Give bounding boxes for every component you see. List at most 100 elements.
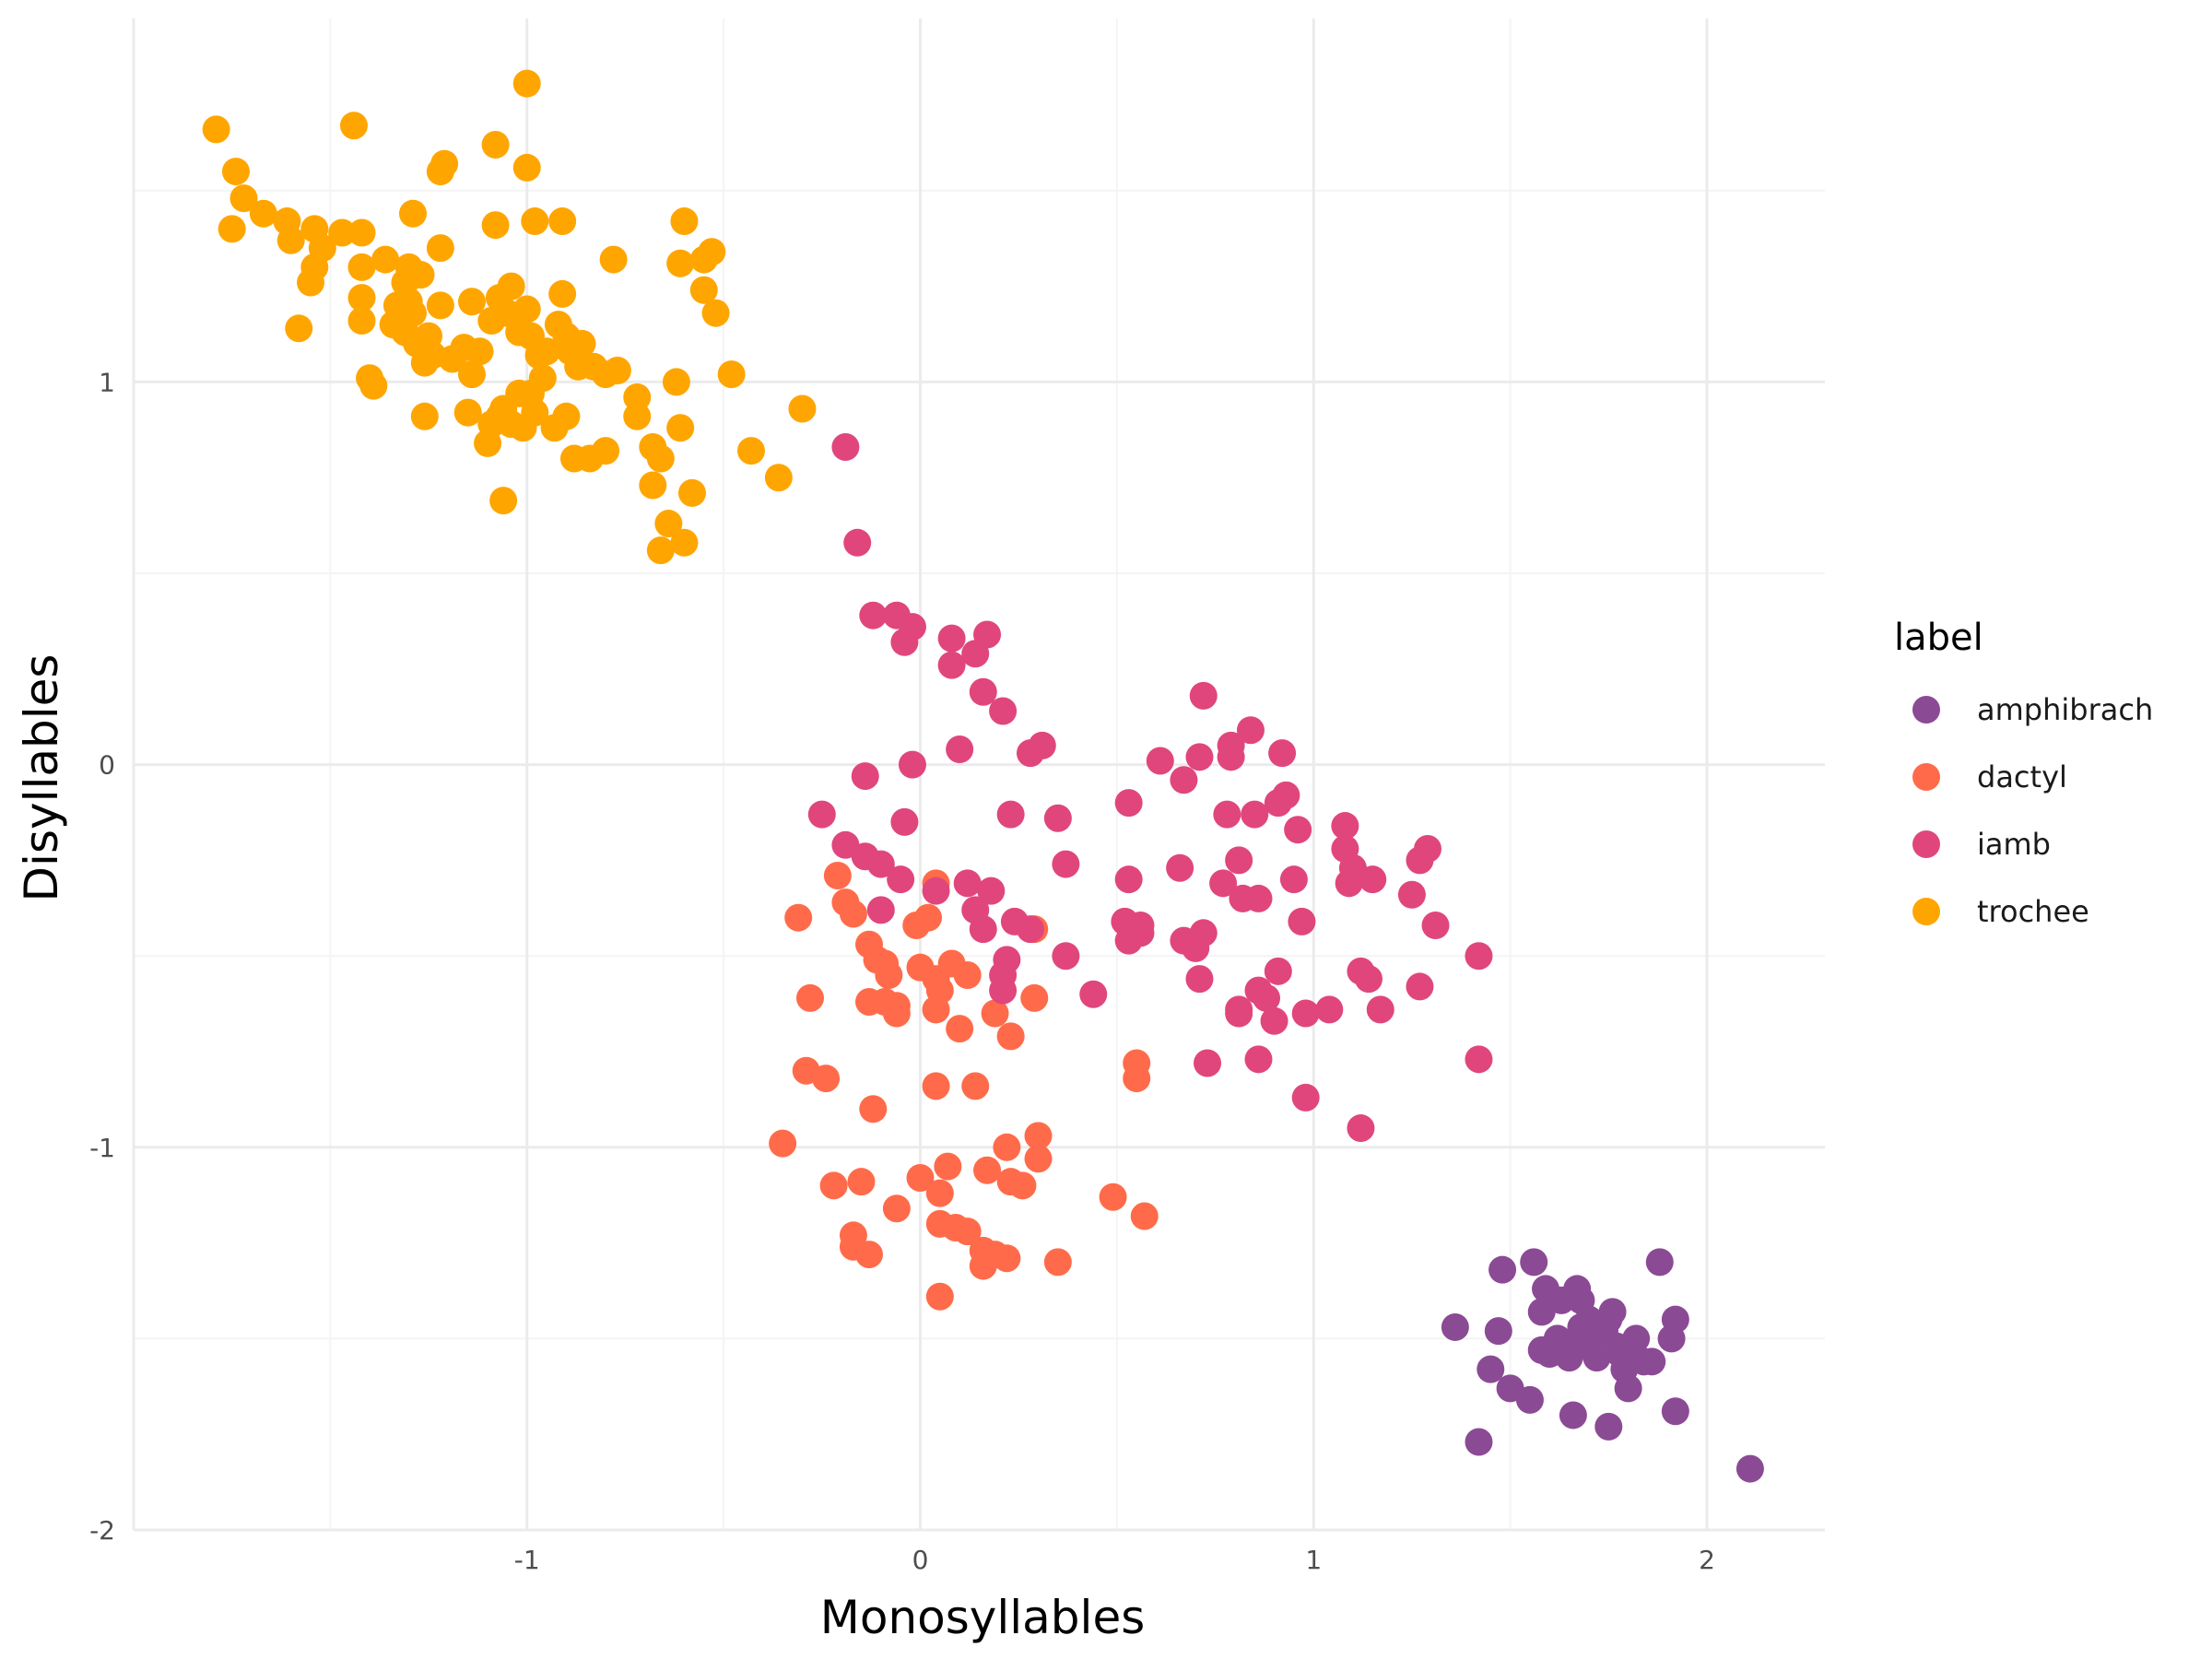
data-point-trochee	[670, 528, 699, 557]
data-point-trochee	[666, 414, 695, 442]
data-point-iamb	[1413, 834, 1441, 863]
data-point-iamb	[922, 877, 950, 905]
data-point-iamb	[1194, 1049, 1222, 1077]
data-point-dactyl	[1008, 1171, 1037, 1200]
data-point-trochee	[564, 345, 593, 373]
data-point-trochee	[458, 288, 486, 316]
data-point-trochee	[458, 360, 486, 389]
data-point-iamb	[1331, 812, 1359, 841]
data-point-dactyl	[847, 1168, 876, 1196]
data-point-iamb	[1421, 912, 1450, 939]
data-point-dactyl	[1020, 983, 1049, 1012]
data-point-iamb	[890, 628, 919, 656]
data-point-amphibrach	[1547, 1286, 1576, 1314]
y-tick-label: -1	[89, 1133, 115, 1163]
data-point-iamb	[969, 915, 997, 944]
data-point-trochee	[218, 215, 246, 243]
data-point-iamb	[898, 750, 926, 779]
data-point-iamb	[859, 601, 888, 629]
data-point-trochee	[453, 398, 482, 427]
data-point-iamb	[1170, 766, 1198, 794]
data-point-dactyl	[922, 1072, 950, 1100]
y-tick-label: 1	[99, 367, 115, 397]
data-point-trochee	[410, 348, 439, 377]
data-point-trochee	[788, 394, 817, 423]
data-point-iamb	[1114, 865, 1143, 894]
data-point-amphibrach	[1520, 1248, 1548, 1277]
data-point-iamb	[1366, 995, 1394, 1024]
data-point-trochee	[249, 199, 277, 228]
data-point-amphibrach	[1465, 1428, 1493, 1456]
data-point-dactyl	[925, 1179, 954, 1207]
data-point-iamb	[937, 651, 966, 679]
data-point-trochee	[521, 207, 549, 236]
data-point-amphibrach	[1610, 1355, 1639, 1383]
data-point-trochee	[347, 218, 376, 247]
data-point-dactyl	[925, 976, 954, 1005]
data-point-trochee	[603, 356, 631, 384]
data-point-iamb	[1465, 1045, 1493, 1074]
data-point-iamb	[1209, 869, 1238, 898]
legend-label-iamb: iamb	[1977, 827, 2051, 862]
data-point-dactyl	[993, 1133, 1021, 1161]
data-point-iamb	[1028, 731, 1056, 759]
data-point-dactyl	[953, 960, 982, 989]
data-point-iamb	[1288, 907, 1316, 935]
data-point-amphibrach	[1661, 1305, 1689, 1334]
data-point-dactyl	[1123, 1065, 1151, 1093]
legend-title: label	[1894, 617, 1983, 659]
data-point-iamb	[1043, 804, 1072, 832]
data-point-trochee	[548, 279, 577, 308]
data-point-iamb	[977, 877, 1006, 905]
data-point-dactyl	[953, 1218, 982, 1246]
data-point-trochee	[221, 158, 250, 186]
data-point-iamb	[953, 869, 982, 898]
data-point-iamb	[1052, 850, 1080, 878]
data-point-trochee	[371, 245, 400, 274]
data-point-amphibrach	[1515, 1385, 1544, 1414]
data-point-trochee	[533, 337, 561, 366]
data-point-trochee	[521, 398, 549, 427]
data-point-iamb	[1272, 781, 1300, 809]
data-point-iamb	[1217, 743, 1245, 771]
data-point-dactyl	[882, 999, 911, 1028]
data-point-dactyl	[819, 1171, 848, 1200]
data-point-dactyl	[993, 1244, 1021, 1273]
data-point-iamb	[1268, 739, 1297, 768]
data-point-iamb	[807, 800, 836, 829]
legend-key-amphibrach	[1912, 696, 1940, 724]
data-point-trochee	[474, 429, 502, 457]
data-points	[202, 69, 1764, 1483]
data-point-iamb	[1213, 800, 1241, 829]
data-point-trochee	[426, 234, 454, 263]
data-point-dactyl	[769, 1129, 797, 1158]
data-point-iamb	[1079, 980, 1108, 1008]
data-point-dactyl	[1024, 1122, 1053, 1150]
data-point-trochee	[677, 478, 706, 507]
data-point-iamb	[1126, 919, 1155, 947]
data-point-trochee	[297, 268, 325, 297]
data-point-iamb	[1114, 789, 1143, 818]
legend: label amphibrach dactyl iamb trochee	[1894, 617, 2153, 929]
data-point-iamb	[1189, 919, 1218, 947]
data-point-amphibrach	[1559, 1401, 1587, 1430]
data-point-iamb	[1315, 995, 1344, 1024]
x-tick-label: 1	[1305, 1545, 1322, 1575]
y-tick-label: 0	[99, 750, 115, 781]
data-point-iamb	[1000, 907, 1029, 935]
data-point-dactyl	[812, 1065, 841, 1093]
data-point-trochee	[410, 402, 439, 430]
data-point-amphibrach	[1488, 1255, 1517, 1284]
data-point-trochee	[465, 337, 494, 366]
data-point-iamb	[1166, 853, 1194, 882]
data-point-dactyl	[1043, 1248, 1072, 1277]
data-point-iamb	[1397, 880, 1426, 909]
data-point-dactyl	[839, 900, 867, 928]
data-point-amphibrach	[1598, 1298, 1627, 1326]
data-point-amphibrach	[1441, 1312, 1469, 1341]
data-point-iamb	[1465, 942, 1493, 971]
data-point-iamb	[1279, 865, 1308, 894]
data-point-amphibrach	[1622, 1324, 1651, 1353]
x-axis-title: Monosyllables	[820, 1591, 1146, 1644]
data-point-trochee	[202, 115, 230, 144]
